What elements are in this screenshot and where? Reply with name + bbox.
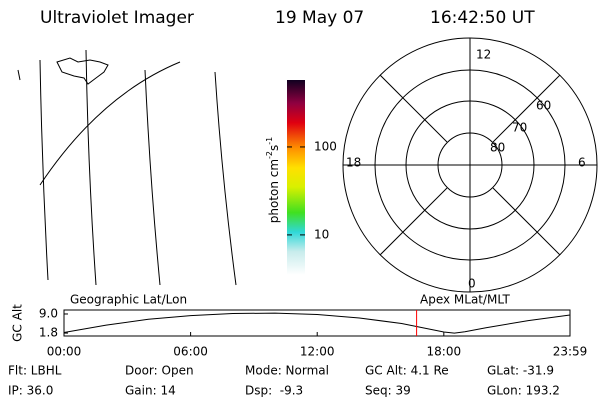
colorbar [287, 80, 305, 275]
y-label: GC Alt [11, 304, 25, 342]
status-field: Dsp: -9.3 [245, 384, 303, 398]
polar-label: 6 [578, 156, 586, 170]
polar-grid [342, 37, 598, 293]
status-field: Door: Open [125, 364, 194, 378]
date: 19 May 07 [275, 8, 364, 28]
instrument: Ultraviolet Imager [40, 8, 194, 28]
status-field: Flt: LBHL [8, 364, 62, 378]
ring-label: 70 [512, 121, 527, 135]
colorbar-label: photon cm-2s-1 [265, 137, 281, 224]
ring-label: 60 [536, 99, 551, 113]
ring-label: 80 [490, 141, 505, 155]
y-tick-label: 1.8 [39, 326, 58, 340]
status-field: GLon: 193.2 [487, 384, 560, 398]
x-tick-label: 00:00 [47, 345, 82, 359]
time: 16:42:50 UT [430, 8, 535, 28]
colorbar-tick-label: 10 [314, 227, 329, 241]
x-tick-label: 06:00 [173, 345, 208, 359]
status-field: Seq: 39 [365, 384, 411, 398]
x-tick-label: 23:59 [553, 345, 588, 359]
map [17, 49, 237, 286]
polar-label: 0 [468, 277, 476, 291]
polar-label: 12 [476, 48, 491, 62]
status-field: GC Alt: 4.1 Re [365, 364, 449, 378]
altitude-line [63, 312, 571, 334]
y-tick-label: 9.0 [39, 306, 58, 320]
status-field: Mode: Normal [245, 364, 329, 378]
x-tick-label: 12:00 [300, 345, 335, 359]
status-field: Gain: 14 [125, 384, 176, 398]
polar-label: 18 [346, 156, 361, 170]
status-field: GLat: -31.9 [487, 364, 554, 378]
colorbar-tick-label: 100 [314, 139, 337, 153]
panel-title: Apex MLat/MLT [420, 293, 510, 307]
x-tick-label: 18:00 [427, 345, 462, 359]
status-field: IP: 36.0 [8, 384, 53, 398]
panel-title: Geographic Lat/Lon [70, 293, 187, 307]
